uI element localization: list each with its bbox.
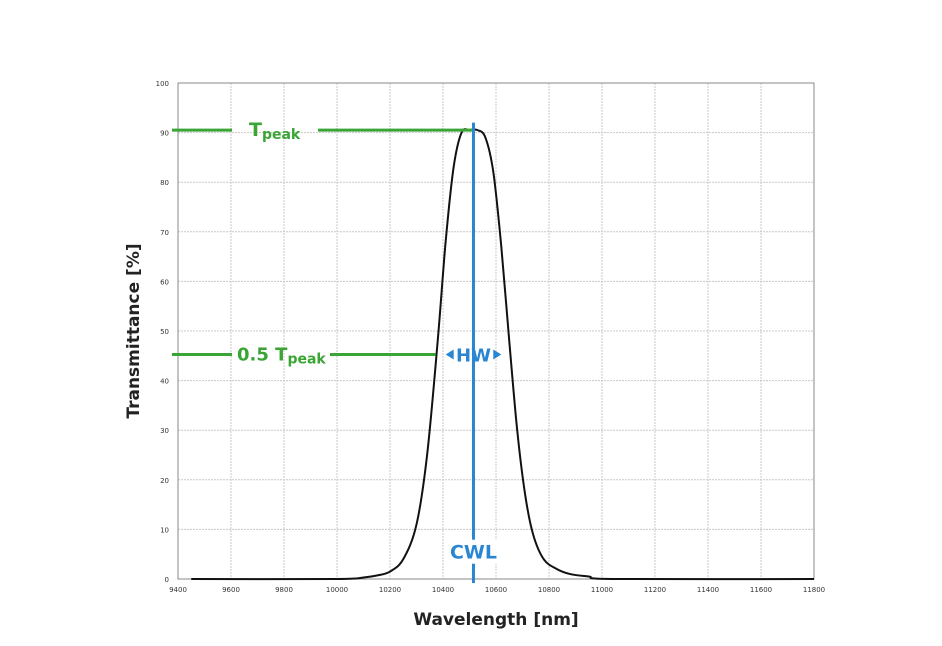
- y-tick-label: 100: [156, 80, 169, 88]
- y-tick-label: 80: [160, 179, 169, 187]
- x-tick-label: 11600: [750, 586, 772, 594]
- y-tick-label: 10: [160, 526, 169, 534]
- x-tick-label: 11200: [644, 586, 666, 594]
- x-tick-label: 11400: [697, 586, 719, 594]
- x-tick-label: 10400: [432, 586, 454, 594]
- tpeak-label-main: T: [249, 119, 262, 141]
- series-group: [191, 128, 815, 581]
- series-line-transmittance: [191, 128, 815, 581]
- x-tick-label: 10000: [326, 586, 348, 594]
- y-tick-label: 60: [160, 278, 169, 286]
- tpeak-label-sub: peak: [262, 127, 301, 143]
- y-axis-title: Transmittance [%]: [124, 243, 144, 418]
- y-tick-label: 50: [160, 328, 169, 336]
- half-label-sub: peak: [287, 352, 326, 368]
- cwl-label: CWL: [450, 542, 497, 564]
- x-tick-label: 9600: [222, 586, 240, 594]
- x-tick-label: 9800: [275, 586, 293, 594]
- x-tick-label: 10800: [538, 586, 560, 594]
- x-axis-title: Wavelength [nm]: [413, 610, 578, 630]
- y-tick-label: 90: [160, 130, 169, 138]
- x-tick-label: 10600: [485, 586, 507, 594]
- half-tpeak-label: 0.5 Tpeak: [237, 345, 326, 368]
- x-tick-labels: 9400 9600 9800 10000 10200 10400 10600 10800 110…: [169, 586, 825, 594]
- hw-arrow-right: [493, 349, 502, 360]
- x-tick-label: 11000: [591, 586, 613, 594]
- y-tick-label: 30: [160, 427, 169, 435]
- hw-arrow-left: [445, 349, 454, 360]
- x-tick-label: 10200: [379, 586, 401, 594]
- y-tick-label: 0: [165, 576, 169, 584]
- plot-frame: [177, 82, 815, 580]
- tpeak-label: Tpeak: [249, 119, 301, 143]
- x-tick-label: 11800: [803, 586, 825, 594]
- y-tick-label: 70: [160, 229, 169, 237]
- y-tick-labels: 0 10 20 30 40 50 60 70 80 90 100: [156, 80, 169, 584]
- cwl-label-background: [447, 539, 500, 564]
- x-tick-label: 9400: [169, 586, 187, 594]
- y-tick-label: 40: [160, 378, 169, 386]
- y-tick-label: 20: [160, 477, 169, 485]
- half-label-prefix: 0.5 T: [237, 345, 288, 366]
